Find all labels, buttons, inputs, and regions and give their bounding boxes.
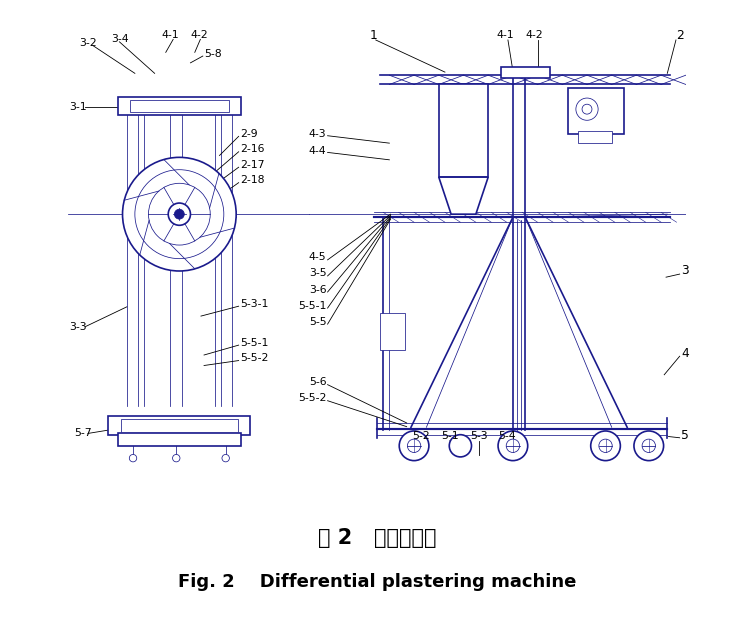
Circle shape — [599, 439, 612, 453]
Text: 5-5-2: 5-5-2 — [298, 393, 326, 403]
Circle shape — [222, 454, 229, 462]
Text: 4-1: 4-1 — [162, 30, 179, 40]
Text: 2-17: 2-17 — [240, 160, 265, 170]
Polygon shape — [439, 177, 488, 214]
Text: 5-7: 5-7 — [75, 428, 92, 438]
Circle shape — [135, 170, 224, 259]
Bar — [118, 433, 241, 446]
Circle shape — [149, 183, 210, 245]
Text: 5-5: 5-5 — [308, 317, 326, 327]
Circle shape — [634, 431, 664, 461]
Bar — [130, 100, 228, 112]
Text: 5-5-1: 5-5-1 — [298, 300, 326, 310]
Text: 2-18: 2-18 — [240, 175, 265, 185]
Text: 图 2   差动抹灰机: 图 2 差动抹灰机 — [317, 528, 437, 548]
Text: 5-3: 5-3 — [470, 431, 488, 441]
Text: 5-5-1: 5-5-1 — [240, 337, 268, 347]
Bar — [109, 416, 250, 434]
Text: 5-2: 5-2 — [412, 431, 431, 441]
Text: 1: 1 — [370, 29, 378, 41]
Circle shape — [582, 104, 592, 114]
Text: 3-5: 3-5 — [308, 269, 326, 279]
Text: 4-1: 4-1 — [497, 30, 514, 40]
Text: 5-3-1: 5-3-1 — [240, 299, 268, 309]
Text: 5-5-2: 5-5-2 — [240, 353, 268, 363]
Circle shape — [173, 454, 180, 462]
Text: 2: 2 — [676, 29, 684, 41]
Text: 3-2: 3-2 — [79, 38, 97, 48]
Circle shape — [506, 439, 520, 453]
Circle shape — [122, 157, 236, 271]
Text: 5-6: 5-6 — [308, 377, 326, 387]
Bar — [501, 67, 550, 78]
Text: 5-4: 5-4 — [498, 431, 516, 441]
Bar — [118, 97, 241, 115]
Circle shape — [642, 439, 655, 453]
Text: 4-2: 4-2 — [190, 30, 208, 40]
Bar — [439, 85, 488, 177]
Text: 3-1: 3-1 — [69, 102, 87, 112]
Circle shape — [590, 431, 621, 461]
Text: 4-4: 4-4 — [308, 146, 326, 155]
Circle shape — [498, 431, 528, 461]
Text: 3-3: 3-3 — [69, 322, 87, 332]
Text: 4: 4 — [681, 347, 688, 360]
Text: 4-5: 4-5 — [308, 252, 326, 262]
Circle shape — [449, 434, 471, 457]
Text: Fig. 2    Differential plastering machine: Fig. 2 Differential plastering machine — [178, 573, 576, 591]
Bar — [578, 131, 611, 143]
Circle shape — [399, 431, 429, 461]
Circle shape — [576, 98, 598, 120]
Text: 5: 5 — [681, 429, 688, 442]
Bar — [121, 419, 238, 432]
Text: 4-3: 4-3 — [308, 129, 326, 139]
Circle shape — [168, 203, 191, 225]
Text: 4-2: 4-2 — [526, 30, 544, 40]
Circle shape — [130, 454, 136, 462]
Text: 3-4: 3-4 — [112, 34, 129, 44]
Text: 2-9: 2-9 — [240, 129, 258, 139]
Bar — [380, 313, 405, 350]
Text: 3: 3 — [681, 265, 688, 277]
Text: 2-16: 2-16 — [240, 145, 265, 155]
Text: 3-6: 3-6 — [308, 285, 326, 294]
Circle shape — [174, 209, 184, 219]
Circle shape — [407, 439, 421, 453]
Text: 5-1: 5-1 — [441, 431, 458, 441]
Bar — [569, 88, 624, 134]
Text: 5-8: 5-8 — [204, 49, 222, 59]
